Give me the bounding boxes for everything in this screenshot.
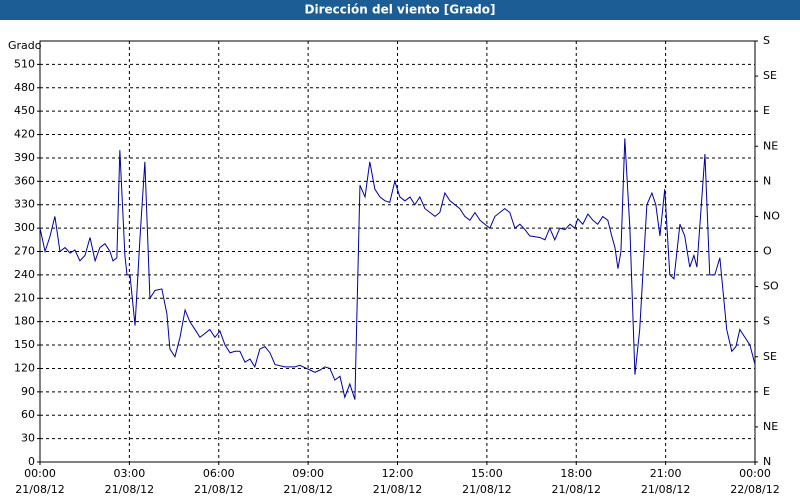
x-tick-date: 21/08/12 [462,483,511,496]
y-tick-label: 480 [14,81,35,94]
y2-tick-label: NO [763,209,780,222]
y2-tick-label: S [763,315,770,328]
y-tick-label: 450 [14,104,35,117]
x-tick-label: 12:00 [382,467,414,480]
x-tick-label: 06:00 [203,467,235,480]
y2-tick-label: SE [763,350,777,363]
plot-frame [39,40,756,463]
x-tick-label: 21:00 [650,467,682,480]
y-tick-label: 210 [14,291,35,304]
x-tick-date: 21/08/12 [641,483,690,496]
x-tick-label: 09:00 [292,467,324,480]
y-axis-label: Grado [8,39,42,52]
y-tick-label: 300 [14,221,35,234]
y2-tick-label: S [763,34,770,47]
y2-tick-label: E [763,104,770,117]
y-tick-label: 180 [14,315,35,328]
title-bar [0,0,800,20]
x-tick-date: 21/08/12 [194,483,243,496]
y-tick-label: 270 [14,245,35,258]
y2-tick-label: N [763,174,771,187]
y-tick-label: 0 [28,455,35,468]
x-tick-label: 00:00 [739,467,771,480]
data-line [39,138,756,400]
x-tick-date: 21/08/12 [552,483,601,496]
y-tick-label: 360 [14,174,35,187]
y-tick-label: 90 [21,385,35,398]
x-tick-date: 22/08/12 [730,483,779,496]
x-tick-label: 18:00 [560,467,592,480]
x-tick-date: 21/08/12 [283,483,332,496]
y-tick-label: 240 [14,268,35,281]
y-tick-label: 150 [14,338,35,351]
y2-tick-label: N [763,455,771,468]
y2-tick-label: NE [763,420,778,433]
x-tick-date: 21/08/12 [105,483,154,496]
chart-title: Dirección del viento [Grado] [305,3,496,17]
x-tick-date: 21/08/12 [373,483,422,496]
y2-tick-label: E [763,385,770,398]
y-tick-label: 510 [14,57,35,70]
y2-tick-label: O [763,245,772,258]
x-tick-label: 00:00 [24,467,56,480]
y-tick-label: 420 [14,128,35,141]
y2-tick-label: SE [763,69,777,82]
y-tick-label: 390 [14,151,35,164]
y-tick-label: 330 [14,198,35,211]
y-tick-label: 120 [14,361,35,374]
y-tick-label: 30 [21,432,35,445]
y2-tick-label: SO [763,280,779,293]
y2-tick-label: NE [763,139,778,152]
x-tick-label: 15:00 [471,467,503,480]
y-tick-label: 60 [21,408,35,421]
x-tick-date: 21/08/12 [15,483,64,496]
x-tick-label: 03:00 [114,467,146,480]
